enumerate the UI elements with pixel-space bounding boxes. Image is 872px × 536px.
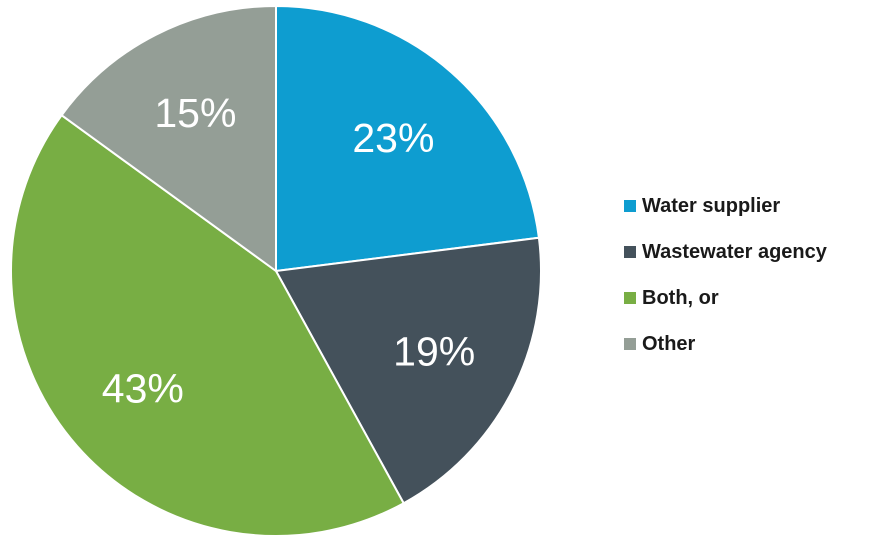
slice-data-label: 15% <box>154 90 236 136</box>
legend-item: Other <box>624 327 827 361</box>
legend-label: Wastewater agency <box>642 240 827 263</box>
legend-label: Water supplier <box>642 194 781 217</box>
legend-item: Wastewater agency <box>624 235 827 269</box>
pie-slice <box>274 236 542 505</box>
pie-data-labels: 23% 19% 43% 15% <box>102 90 475 412</box>
legend-swatch <box>624 246 636 258</box>
slice-data-label: 23% <box>352 115 434 161</box>
legend-swatch <box>624 338 636 350</box>
slice-data-label: 43% <box>102 365 184 411</box>
pie-slice <box>275 4 541 273</box>
legend-label: Other <box>642 332 696 355</box>
legend-swatch <box>624 200 636 212</box>
legend: Water supplier Wastewater agency Both, or O… <box>624 189 827 373</box>
legend-item: Both, or <box>624 281 827 315</box>
legend-item: Water supplier <box>624 189 827 223</box>
pie-slices <box>10 4 542 536</box>
pie-slice <box>60 4 277 273</box>
pie-slice <box>10 113 406 536</box>
legend-label: Both, or <box>642 286 719 309</box>
legend-swatch <box>624 292 636 304</box>
slice-data-label: 19% <box>393 329 475 375</box>
